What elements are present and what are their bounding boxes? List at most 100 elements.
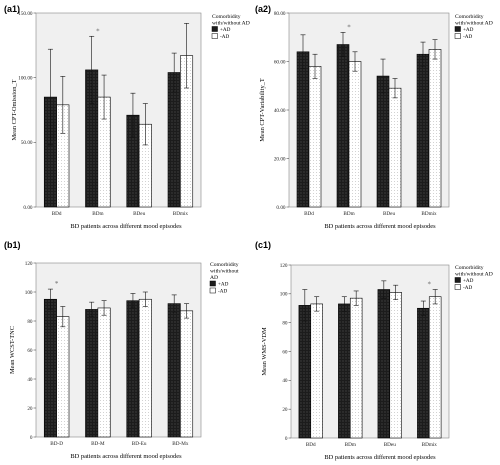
x-axis-title: BD patients across different mood episod… [70,453,182,460]
panel-label: (c1) [255,240,271,250]
bar [417,307,430,439]
y-tick-label: 40.00 [274,108,286,114]
y-tick-label: 0.00 [23,205,32,211]
legend-swatch [211,26,218,32]
bar [97,307,111,438]
chart-panel: (a1) 0.00 50.00 100.00 150.00 Mean CPT-Omissi… [4,4,250,230]
legend-label: +AD [220,27,231,33]
legend-title: Comorbidity with/without AD [210,262,239,281]
bar [308,66,322,208]
legend-swatch [454,284,461,290]
x-tick-label: BDeu [383,211,396,217]
y-tick-label: 60 [282,349,288,355]
bar [388,87,402,208]
y-tick-label: 80 [282,320,288,326]
y-tick-label: 50.00 [21,140,33,146]
x-tick-label: BDmix [421,211,437,217]
bar [348,61,362,208]
legend-swatch [454,33,461,39]
x-axis-title: BD patients across different mood episod… [324,223,436,230]
y-tick-label: 100 [280,292,288,298]
x-tick-label: BD-Mx [172,441,189,447]
bar [336,44,350,208]
chart-panel: (c1) 0 20 40 60 80 100 120 Mean WMS-VDM BD patien… [255,240,493,461]
bar [428,296,442,439]
bar [338,303,351,439]
y-tick-label: 120 [25,261,33,267]
chart-panel: (b1) 0 20 40 60 80 100 120 Mean WCST-TNC BD patie… [4,240,239,460]
legend-title: Comorbidity with/without AD [212,14,250,27]
bar [180,310,194,438]
x-tick-label: BD-D [50,441,63,447]
significance-marker: * [428,281,432,289]
y-tick-label: 0.00 [276,205,285,211]
legend-title: Comorbidity with/without AD [455,265,493,278]
y-tick-label: 80 [27,319,33,325]
bar [126,300,140,438]
bar [167,303,181,438]
legend-label: -AD [463,285,472,291]
y-tick-label: 60 [27,348,33,354]
x-tick-label: BD-Eu [132,441,147,447]
y-tick-label: 100 [25,290,33,296]
legend: Comorbidity with/without AD+AD-AD [211,14,250,40]
x-tick-label: BDeu [133,211,146,217]
y-axis-title: Mean CPT-Omission_T [11,79,18,140]
bar [376,75,390,208]
bar [85,309,99,438]
panel-label: (a2) [255,4,271,14]
y-axis-title: Mean WMS-VDM [261,327,268,376]
bar [43,298,57,438]
x-tick-label: BDeu [384,442,397,448]
y-tick-label: 20 [27,406,33,412]
panel-label: (a1) [4,4,20,14]
significance-marker: * [347,23,351,31]
bar [349,297,363,439]
x-tick-label: BDd [306,442,316,448]
legend-swatch [454,26,461,32]
y-tick-label: 20.00 [274,156,286,162]
y-tick-label: 40 [282,378,288,384]
bar [167,72,181,208]
x-tick-label: BD-M [91,441,105,447]
x-tick-label: BDm [92,211,103,217]
bar [310,303,323,439]
bar [377,289,391,439]
y-tick-label: 60.00 [274,59,286,65]
chart-panel: (a2) 0.00 20.00 40.00 60.00 80.00 Mean CPT-Var… [255,4,493,230]
legend-label: -AD [218,289,227,295]
y-tick-label: 120 [280,263,288,269]
bar [298,305,312,439]
bar [296,51,310,208]
legend-swatch [211,33,218,39]
legend-swatch [209,287,216,294]
x-tick-label: BDmix [173,211,189,217]
bar [138,298,152,438]
x-axis-title: BD patients across different mood episod… [70,223,182,230]
y-tick-label: 0 [285,436,288,442]
legend-label: -AD [463,34,472,40]
legend-title: Comorbidity with/without AD [455,14,493,27]
legend-label: +AD [463,278,474,284]
y-tick-label: 80.00 [274,11,286,17]
y-tick-label: 100.00 [18,75,33,81]
x-tick-label: BDm [343,211,354,217]
y-tick-label: 40 [27,377,33,383]
y-axis-title: Mean CPT-Variability_T [259,78,266,142]
significance-marker: * [96,27,100,35]
legend-label: -AD [220,34,229,40]
bar [428,49,442,208]
x-tick-label: BDd [52,211,62,217]
legend-swatch [209,280,216,287]
bar [56,316,70,438]
y-axis-title: Mean WCST-TNC [9,326,16,374]
x-tick-label: BDd [304,211,314,217]
significance-marker: * [55,280,59,288]
panel-label: (b1) [4,240,21,250]
bar [389,292,402,439]
x-tick-label: BDmix [422,442,438,448]
bar [416,53,430,208]
legend: Comorbidity with/without AD+AD-AD [209,262,239,295]
legend-label: +AD [463,27,474,33]
